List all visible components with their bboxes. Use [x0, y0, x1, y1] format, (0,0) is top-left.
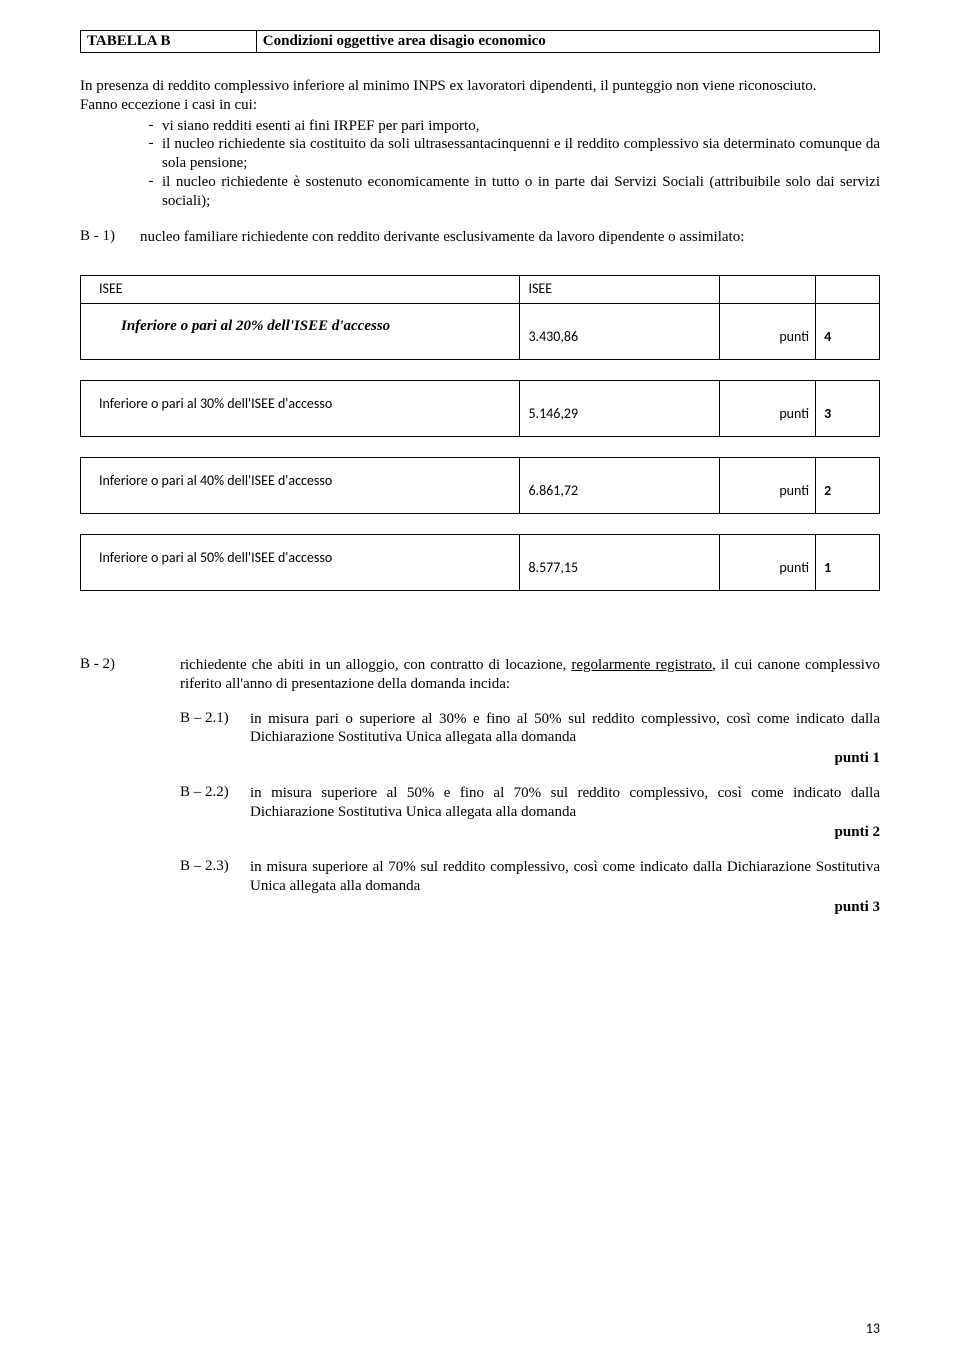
- b1-label: B - 1): [80, 228, 140, 247]
- b2-text-a: richiedente che abiti in un alloggio, co…: [180, 657, 571, 673]
- sub-punti: punti 1: [250, 749, 880, 768]
- list-item: il nucleo richiedente sia costituito da …: [162, 135, 880, 173]
- row-value: 3.430,86: [520, 304, 719, 359]
- isee-table-4: Inferiore o pari al 50% dell'ISEE d'acce…: [80, 534, 880, 591]
- isee-header-left: ISEE: [81, 276, 519, 301]
- intro-list: -vi siano redditi esenti ai fini IRPEF p…: [140, 117, 880, 211]
- sub-label: B – 2.3): [180, 858, 250, 916]
- sub-text: in misura superiore al 50% e fino al 70%…: [250, 785, 880, 820]
- row-value: 5.146,29: [520, 381, 719, 436]
- row-desc: Inferiore o pari al 30% dell'ISEE d'acce…: [81, 381, 519, 426]
- b2-text-u: regolarmente registrato: [571, 657, 712, 673]
- row-value: 8.577,15: [520, 535, 719, 590]
- list-item: vi siano redditi esenti ai fini IRPEF pe…: [162, 117, 880, 136]
- b1: B - 1) nucleo familiare richiedente con …: [80, 228, 880, 247]
- row-punti-word: punti: [720, 381, 815, 436]
- row-n: 2: [816, 458, 879, 513]
- row-desc: Inferiore o pari al 20% dell'ISEE d'acce…: [81, 304, 519, 349]
- sub-label: B – 2.1): [180, 710, 250, 768]
- isee-table-2: Inferiore o pari al 30% dell'ISEE d'acce…: [80, 380, 880, 437]
- sub-label: B – 2.2): [180, 784, 250, 842]
- b2-2: B – 2.2) in misura superiore al 50% e fi…: [180, 784, 880, 842]
- row-desc: Inferiore o pari al 50% dell'ISEE d'acce…: [81, 535, 519, 580]
- sub-text: in misura pari o superiore al 30% e fino…: [250, 711, 880, 746]
- row-n: 4: [816, 304, 879, 359]
- dash: -: [140, 117, 162, 136]
- dash: -: [140, 135, 162, 173]
- tabella-header: TABELLA B Condizioni oggettive area disa…: [80, 30, 880, 53]
- intro-p1: In presenza di reddito complessivo infer…: [80, 77, 880, 96]
- b2: B - 2) richiedente che abiti in un allog…: [80, 656, 880, 694]
- row-punti-word: punti: [720, 304, 815, 359]
- row-punti-word: punti: [720, 535, 815, 590]
- dash: -: [140, 173, 162, 211]
- b2-3: B – 2.3) in misura superiore al 70% sul …: [180, 858, 880, 916]
- sub-punti: punti 3: [250, 898, 880, 917]
- page-number: 13: [866, 1320, 880, 1337]
- row-n: 3: [816, 381, 879, 436]
- tabella-label: TABELLA B: [81, 31, 257, 53]
- b2-label: B - 2): [80, 656, 180, 694]
- row-n: 1: [816, 535, 879, 590]
- isee-table-3: Inferiore o pari al 40% dell'ISEE d'acce…: [80, 457, 880, 514]
- b2-text: richiedente che abiti in un alloggio, co…: [180, 656, 880, 694]
- sub-punti: punti 2: [250, 823, 880, 842]
- list-item: il nucleo richiedente è sostenuto econom…: [162, 173, 880, 211]
- b2-1: B – 2.1) in misura pari o superiore al 3…: [180, 710, 880, 768]
- row-punti-word: punti: [720, 458, 815, 513]
- isee-table-1: ISEE ISEE Inferiore o pari al 20% dell'I…: [80, 275, 880, 360]
- sub-text: in misura superiore al 70% sul reddito c…: [250, 859, 880, 894]
- intro-p2: Fanno eccezione i casi in cui:: [80, 96, 880, 115]
- tabella-title: Condizioni oggettive area disagio econom…: [256, 31, 879, 53]
- row-desc: Inferiore o pari al 40% dell'ISEE d'acce…: [81, 458, 519, 503]
- row-value: 6.861,72: [520, 458, 719, 513]
- b1-text: nucleo familiare richiedente con reddito…: [140, 228, 880, 247]
- isee-header-mid: ISEE: [520, 276, 719, 301]
